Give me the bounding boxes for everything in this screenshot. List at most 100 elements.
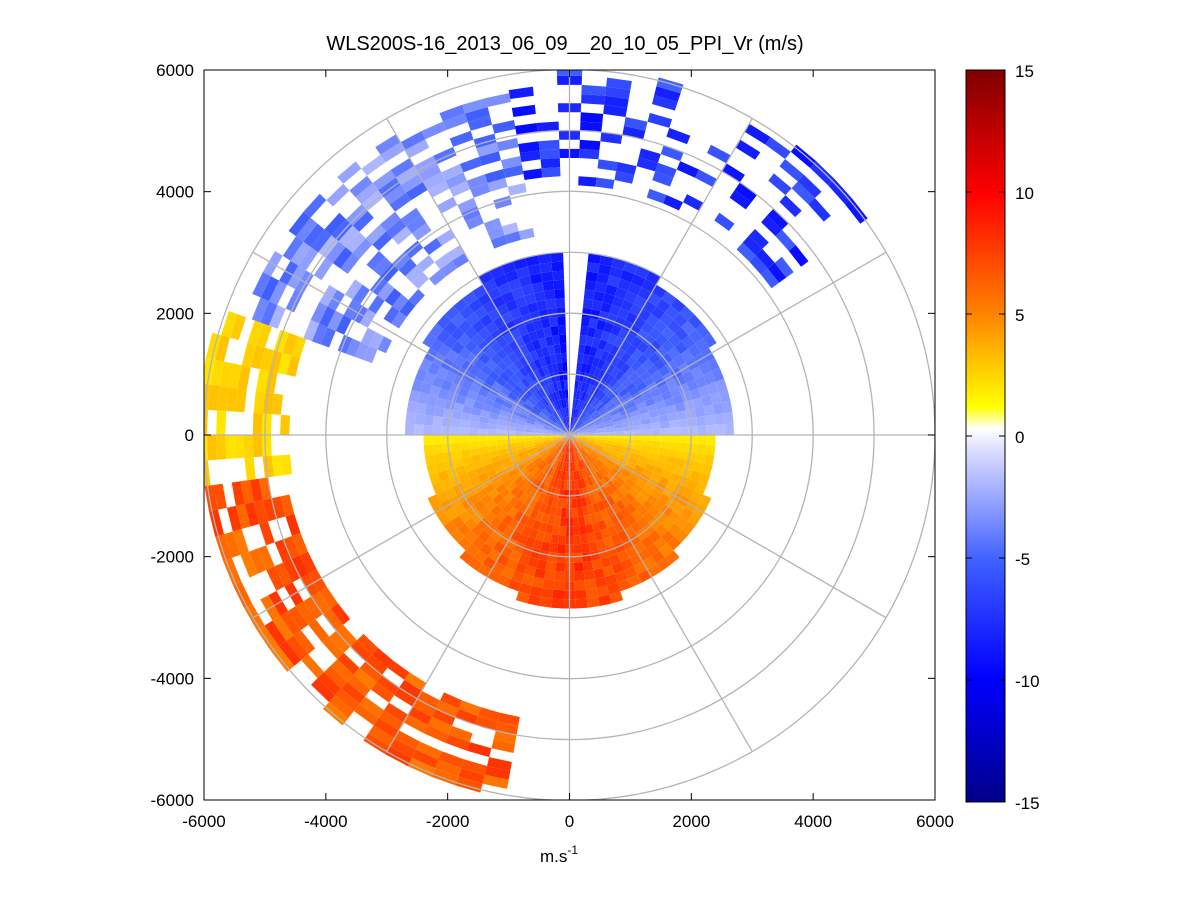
velocity-cell: [514, 489, 525, 500]
velocity-cell: [586, 455, 594, 464]
velocity-cell: [637, 287, 652, 301]
velocity-cell: [596, 438, 606, 443]
velocity-cell: [618, 373, 629, 385]
velocity-cell: [560, 380, 565, 390]
velocity-cell: [514, 562, 528, 574]
velocity-cell: [598, 264, 612, 276]
velocity-cell: [681, 520, 696, 535]
velocity-cell: [667, 536, 682, 551]
velocity-cell: [507, 579, 522, 592]
velocity-cell: [499, 386, 511, 397]
velocity-cell: [542, 437, 552, 441]
velocity-cell: [405, 139, 430, 158]
velocity-cell: [448, 725, 473, 743]
velocity-cell: [251, 297, 269, 323]
velocity-cell: [271, 393, 283, 415]
velocity-cell: [473, 358, 486, 371]
velocity-cell: [543, 454, 552, 463]
velocity-cell: [609, 344, 620, 356]
velocity-cell: [587, 253, 602, 264]
velocity-cell: [603, 104, 628, 117]
velocity-cell: [513, 257, 528, 270]
velocity-cell: [689, 470, 702, 482]
velocity-cell: [661, 291, 677, 306]
velocity-cell: [624, 367, 636, 378]
velocity-cell: [492, 493, 504, 505]
velocity-cell: [574, 562, 584, 572]
velocity-cell: [535, 471, 544, 481]
velocity-cell: [489, 265, 505, 279]
velocity-cell: [484, 375, 496, 387]
velocity-cell: [282, 558, 301, 583]
velocity-cell: [414, 368, 428, 382]
velocity-cell: [615, 384, 626, 394]
velocity-cell: [516, 380, 527, 391]
velocity-cell: [518, 355, 529, 367]
velocity-cell: [505, 438, 516, 444]
velocity-cell: [399, 679, 422, 699]
velocity-cell: [301, 654, 325, 679]
velocity-cell: [604, 95, 629, 108]
velocity-cell: [585, 364, 593, 375]
velocity-cell: [580, 497, 588, 507]
velocity-cell: [341, 681, 366, 704]
velocity-cell: [485, 321, 498, 335]
velocity-cell: [583, 345, 592, 356]
velocity-cell: [694, 406, 706, 418]
velocity-cell: [280, 414, 290, 435]
velocity-cell: [530, 394, 539, 404]
velocity-cell: [589, 397, 598, 407]
velocity-cell: [349, 175, 373, 198]
velocity-cell: [478, 707, 501, 722]
velocity-cell: [653, 536, 668, 551]
velocity-cell: [584, 456, 592, 466]
velocity-cell: [528, 528, 539, 540]
velocity-cell: [572, 462, 576, 472]
velocity-cell: [515, 591, 530, 604]
velocity-cell: [216, 410, 227, 435]
velocity-cell: [492, 460, 503, 469]
velocity-cell: [515, 123, 538, 135]
velocity-cell: [515, 266, 530, 279]
velocity-cell: [624, 492, 636, 503]
velocity-cell: [583, 570, 595, 581]
velocity-cell: [496, 424, 507, 431]
velocity-cell: [496, 435, 506, 441]
velocity-cell: [556, 421, 564, 429]
velocity-cell: [528, 498, 538, 509]
velocity-cell: [580, 363, 588, 373]
velocity-cell: [477, 387, 489, 398]
velocity-cell: [584, 404, 592, 414]
velocity-cell: [621, 468, 632, 478]
velocity-cell: [531, 519, 542, 531]
velocity-cell: [232, 529, 249, 555]
velocity-cell: [594, 348, 604, 359]
velocity-cell: [487, 757, 512, 771]
velocity-cell: [437, 470, 450, 482]
velocity-cell: [247, 320, 264, 346]
velocity-cell: [585, 271, 599, 282]
velocity-cell: [674, 529, 689, 543]
velocity-cell: [656, 557, 671, 572]
velocity-cell: [545, 523, 554, 534]
velocity-cell: [235, 388, 247, 413]
velocity-cell: [572, 418, 578, 427]
velocity-cell: [377, 336, 392, 354]
velocity-cell: [594, 420, 604, 426]
velocity-cell: [607, 333, 618, 345]
velocity-cell: [283, 536, 300, 559]
velocity-cell: [514, 370, 525, 381]
velocity-cell: [565, 417, 568, 427]
velocity-cell: [453, 354, 466, 368]
colorbar-tick-label: 10: [1015, 184, 1034, 203]
velocity-cell: [398, 258, 417, 277]
velocity-cell: [634, 265, 650, 279]
velocity-cell: [527, 302, 539, 314]
velocity-cell: [231, 481, 245, 506]
velocity-cell: [485, 499, 498, 512]
velocity-cell: [587, 465, 595, 475]
velocity-cell: [483, 334, 497, 347]
velocity-cell: [609, 553, 621, 566]
velocity-cell: [610, 492, 621, 504]
velocity-cell: [579, 139, 601, 151]
